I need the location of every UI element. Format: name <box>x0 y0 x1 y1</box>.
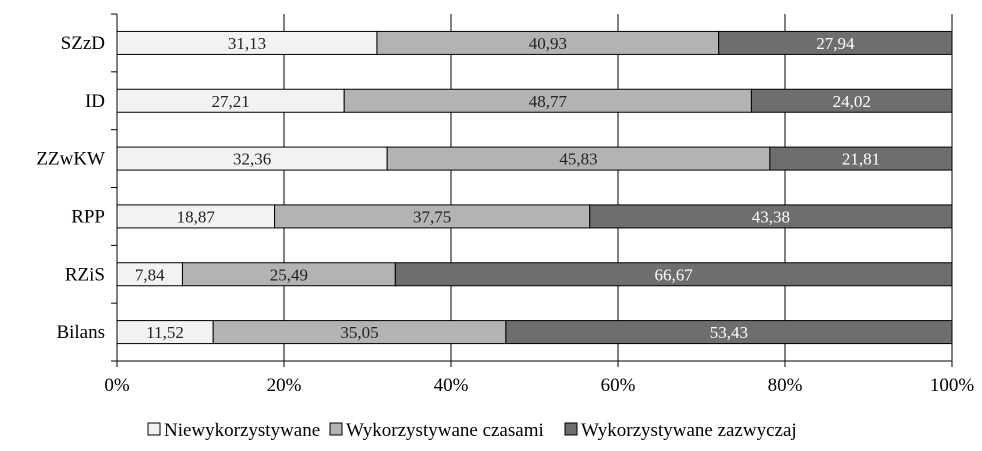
x-tick-label: 0% <box>104 375 130 396</box>
x-tick-label: 80% <box>768 375 803 396</box>
data-label: 27,21 <box>211 92 249 111</box>
category-label: SZzD <box>61 33 105 54</box>
x-tick-label: 40% <box>434 375 469 396</box>
bar-segment <box>750 88 953 113</box>
bar-segment <box>769 146 953 171</box>
legend-swatch <box>564 422 578 436</box>
data-label: 45,83 <box>559 150 597 169</box>
x-tick-label: 20% <box>267 375 302 396</box>
data-label: 48,77 <box>529 92 568 111</box>
bar-segment <box>718 30 953 55</box>
legend-label: Wykorzystywane zazwyczaj <box>581 420 797 441</box>
data-label: 66,67 <box>655 265 694 284</box>
data-label: 35,05 <box>340 323 378 342</box>
x-tick-label: 60% <box>601 375 636 396</box>
data-label: 40,93 <box>529 34 567 53</box>
category-label: RPP <box>71 206 105 227</box>
x-tick-label: 100% <box>930 375 975 396</box>
data-label: 31,13 <box>228 34 266 53</box>
data-label: 27,94 <box>816 34 855 53</box>
bar-segment <box>394 262 953 287</box>
category-label: RZiS <box>65 264 105 285</box>
bar-segment <box>589 204 953 229</box>
data-label: 32,36 <box>233 150 271 169</box>
data-label: 7,84 <box>135 265 165 284</box>
data-label: 25,49 <box>270 265 308 284</box>
category-label: ID <box>85 91 105 112</box>
legend-swatch <box>147 422 161 436</box>
category-label: Bilans <box>56 322 105 343</box>
data-label: 21,81 <box>842 150 880 169</box>
bar-segment <box>505 320 953 345</box>
legend-label: Wykorzystywane czasami <box>346 420 544 441</box>
data-label: 24,02 <box>833 92 871 111</box>
data-label: 53,43 <box>710 323 748 342</box>
legend-swatch <box>329 422 343 436</box>
data-label: 43,38 <box>752 207 790 226</box>
data-label: 18,87 <box>177 207 216 226</box>
data-label: 11,52 <box>146 323 184 342</box>
category-label: ZZwKW <box>36 149 105 170</box>
legend-label: Niewykorzystywane <box>164 420 320 441</box>
data-label: 37,75 <box>413 207 451 226</box>
